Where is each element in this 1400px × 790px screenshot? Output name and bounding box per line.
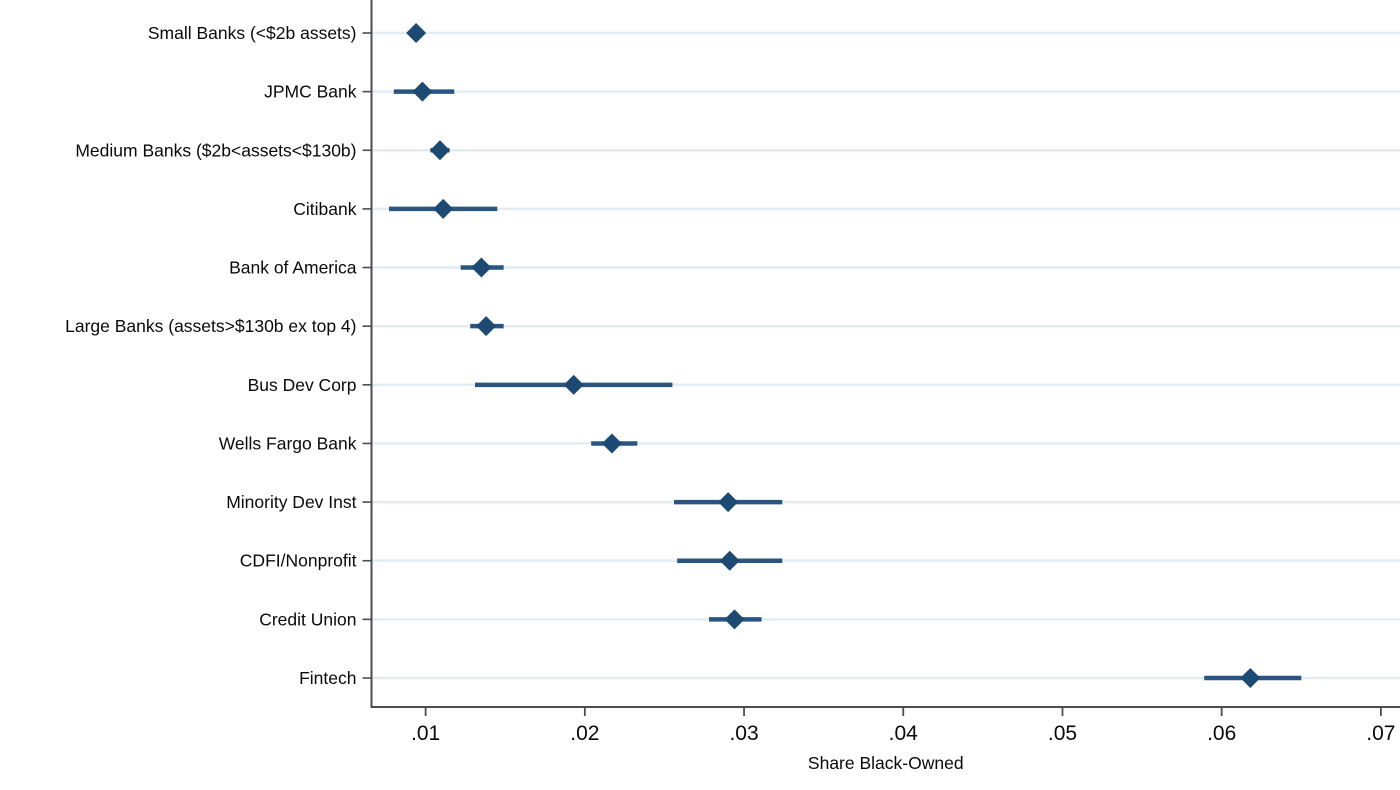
estimate-marker bbox=[718, 492, 739, 513]
x-tick-label: .04 bbox=[889, 722, 919, 745]
category-label: CDFI/Nonprofit bbox=[240, 551, 357, 571]
estimate-marker bbox=[433, 198, 454, 219]
category-label: Large Banks (assets>$130b ex top 4) bbox=[65, 316, 356, 336]
estimate-marker bbox=[719, 550, 740, 571]
category-label: Medium Banks ($2b<assets<$130b) bbox=[75, 140, 356, 160]
x-tick-label: .03 bbox=[729, 722, 758, 745]
estimate-marker bbox=[412, 81, 433, 102]
estimate-marker bbox=[406, 23, 427, 43]
x-tick-label: .02 bbox=[570, 722, 599, 745]
category-label: Bank of America bbox=[229, 258, 357, 278]
category-label: Minority Dev Inst bbox=[226, 492, 356, 512]
category-label: Fintech bbox=[299, 668, 356, 688]
category-label: Credit Union bbox=[259, 609, 356, 629]
estimate-marker bbox=[601, 433, 622, 454]
estimate-marker bbox=[429, 140, 450, 161]
estimate-marker bbox=[724, 609, 745, 630]
category-label: Bus Dev Corp bbox=[248, 375, 357, 395]
estimate-marker bbox=[476, 316, 497, 337]
estimate-marker bbox=[471, 257, 492, 278]
category-label: Wells Fargo Bank bbox=[219, 433, 357, 453]
x-tick-label: .01 bbox=[411, 722, 440, 745]
x-tick-label: .07 bbox=[1366, 722, 1395, 745]
x-axis-title: Share Black-Owned bbox=[808, 753, 964, 773]
category-label: Citibank bbox=[293, 199, 356, 219]
category-label: JPMC Bank bbox=[264, 82, 357, 102]
x-tick-label: .06 bbox=[1207, 722, 1236, 745]
estimate-marker bbox=[1240, 668, 1261, 688]
estimate-marker bbox=[563, 374, 584, 395]
category-label: Small Banks (<$2b assets) bbox=[148, 23, 357, 43]
x-tick-label: .05 bbox=[1048, 722, 1077, 745]
